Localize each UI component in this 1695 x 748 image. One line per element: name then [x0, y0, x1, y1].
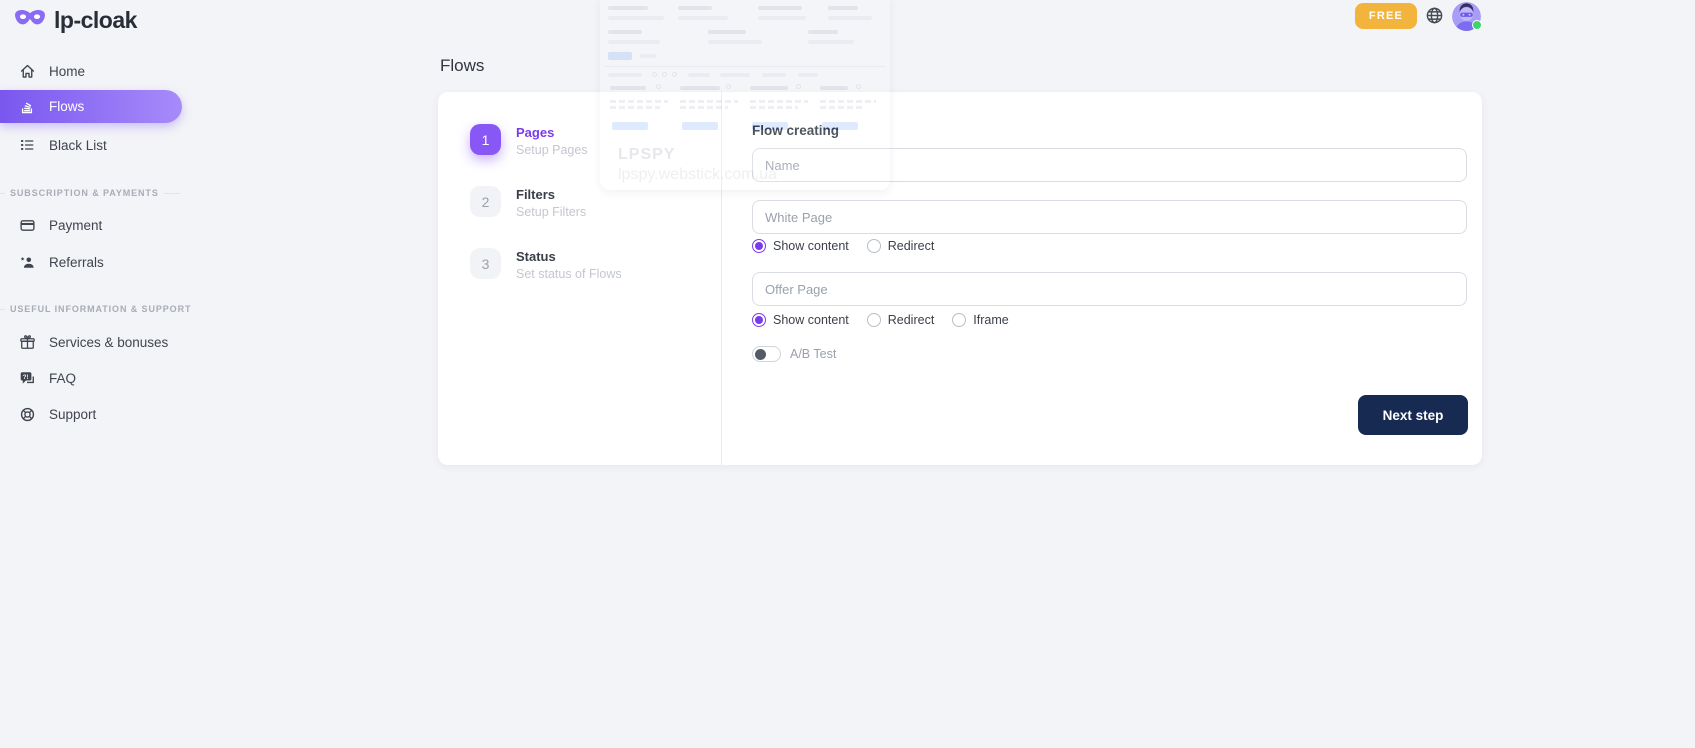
offer-page-mode-options: Show content Redirect Iframe — [752, 312, 1009, 328]
step-title: Pages — [516, 125, 555, 140]
step-subtitle: Set status of Flows — [516, 267, 622, 281]
faq-bubble-icon: ?! — [18, 370, 36, 387]
card-divider — [721, 92, 722, 465]
sidebar-item-label: Services & bonuses — [49, 334, 169, 350]
form-title: Flow creating — [752, 123, 840, 138]
sidebar-item-label: Referrals — [49, 254, 104, 270]
step-subtitle: Setup Pages — [516, 143, 588, 157]
home-icon — [18, 63, 36, 80]
brand-logo[interactable]: lp-cloak — [14, 7, 137, 34]
flow-creating-card: 1 Pages Setup Pages 2 Filters Setup Filt… — [438, 92, 1482, 465]
ab-test-toggle-row[interactable]: A/B Test — [752, 346, 836, 362]
brand-name: lp-cloak — [54, 7, 137, 33]
gift-icon — [18, 334, 36, 351]
radio-label: Redirect — [887, 313, 935, 327]
white-page-input[interactable] — [752, 200, 1467, 234]
offer-page-redirect-option[interactable]: Redirect — [866, 313, 935, 327]
section-label: SUBSCRIPTION & PAYMENTS — [10, 188, 159, 198]
step-title: Filters — [516, 187, 556, 202]
white-page-mode-options: Show content Redirect — [752, 238, 934, 254]
offer-page-show-content-option[interactable]: Show content — [752, 313, 849, 327]
globe-icon[interactable] — [1425, 6, 1444, 25]
wizard-step-status[interactable]: 3 Status Set status of Flows — [470, 248, 622, 281]
sidebar-section-support: USEFUL INFORMATION & SUPPORT — [0, 303, 190, 315]
wizard-step-pages[interactable]: 1 Pages Setup Pages — [470, 124, 588, 157]
radio-label: Show content — [773, 313, 849, 327]
mask-logo-icon — [14, 8, 46, 34]
white-page-show-content-option[interactable]: Show content — [752, 239, 849, 253]
next-step-button[interactable]: Next step — [1358, 395, 1468, 435]
radio-unchecked-icon[interactable] — [866, 313, 881, 327]
step-number-badge: 3 — [470, 248, 501, 279]
radio-unchecked-icon[interactable] — [952, 313, 967, 327]
step-number-badge: 1 — [470, 124, 501, 155]
step-number-badge: 2 — [470, 186, 501, 217]
ab-test-label: A/B Test — [790, 347, 837, 361]
sidebar-item-referrals[interactable]: Referrals — [0, 246, 182, 278]
sidebar-item-home[interactable]: Home — [0, 55, 182, 87]
radio-unchecked-icon[interactable] — [866, 239, 881, 253]
page-title: Flows — [440, 56, 485, 75]
sidebar: lp-cloak Home Flows Black List SUBSCRIPT… — [0, 0, 190, 748]
online-status-dot — [1472, 20, 1482, 30]
sidebar-section-subscription: SUBSCRIPTION & PAYMENTS — [0, 187, 180, 199]
svg-text:?!: ?! — [22, 374, 28, 380]
offer-page-input[interactable] — [752, 272, 1467, 306]
sidebar-item-faq[interactable]: ?! FAQ — [0, 362, 182, 394]
list-icon — [18, 137, 36, 153]
sidebar-item-label: Flows — [49, 99, 85, 114]
sidebar-item-support[interactable]: Support — [0, 398, 182, 430]
plan-badge-button[interactable]: FREE — [1355, 3, 1417, 29]
offer-page-iframe-option[interactable]: Iframe — [952, 313, 1009, 327]
sidebar-item-label: Home — [49, 63, 86, 79]
wizard-step-filters[interactable]: 2 Filters Setup Filters — [470, 186, 586, 219]
step-subtitle: Setup Filters — [516, 205, 587, 219]
flows-stack-icon — [18, 99, 36, 115]
sidebar-item-services[interactable]: Services & bonuses — [0, 326, 182, 358]
sidebar-item-label: Support — [49, 406, 97, 422]
radio-label: Iframe — [973, 313, 1009, 327]
lifebuoy-icon — [18, 406, 36, 423]
ab-test-toggle[interactable] — [752, 346, 781, 362]
toggle-knob — [754, 348, 766, 360]
step-title: Status — [516, 249, 556, 264]
sidebar-item-label: Payment — [49, 217, 103, 233]
sidebar-item-black-list[interactable]: Black List — [0, 129, 182, 161]
sidebar-item-payment[interactable]: Payment — [0, 209, 182, 241]
white-page-redirect-option[interactable]: Redirect — [866, 239, 935, 253]
radio-checked-icon[interactable] — [752, 239, 766, 253]
sidebar-item-flows[interactable]: Flows — [0, 90, 182, 123]
sidebar-item-label: FAQ — [49, 370, 77, 386]
section-label: USEFUL INFORMATION & SUPPORT — [10, 304, 192, 314]
radio-label: Show content — [773, 239, 849, 253]
radio-checked-icon[interactable] — [752, 313, 766, 327]
sidebar-item-label: Black List — [49, 137, 107, 153]
referral-user-icon — [18, 254, 36, 271]
radio-label: Redirect — [887, 239, 935, 253]
name-input[interactable] — [752, 148, 1467, 182]
credit-card-icon — [18, 217, 36, 234]
